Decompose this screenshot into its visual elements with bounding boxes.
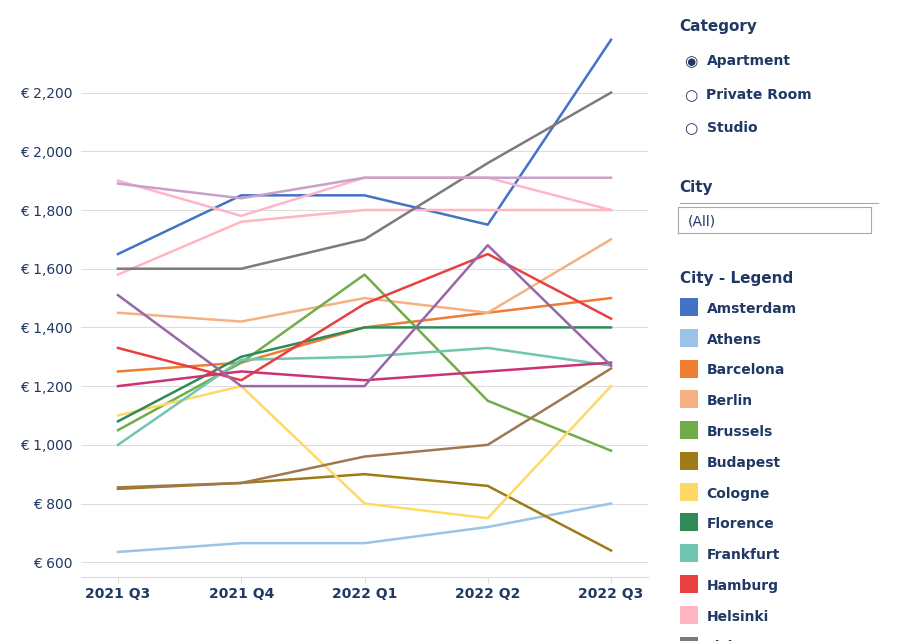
Text: Helsinki: Helsinki — [706, 610, 769, 624]
Text: City: City — [680, 180, 713, 195]
Text: ○: ○ — [684, 121, 698, 136]
Text: Frankfurt: Frankfurt — [706, 548, 780, 562]
Text: Private Room: Private Room — [706, 88, 812, 102]
Text: Cologne: Cologne — [706, 487, 770, 501]
Text: Studio: Studio — [706, 121, 757, 135]
Text: Florence: Florence — [706, 517, 774, 531]
Text: Berlin: Berlin — [706, 394, 752, 408]
Text: City - Legend: City - Legend — [680, 271, 793, 286]
Text: Brussels: Brussels — [706, 425, 773, 439]
Text: Hamburg: Hamburg — [706, 579, 778, 593]
Text: (All): (All) — [688, 214, 716, 228]
Text: Barcelona: Barcelona — [706, 363, 785, 378]
Text: Budapest: Budapest — [706, 456, 780, 470]
Text: Athens: Athens — [706, 333, 761, 347]
Text: Category: Category — [680, 19, 758, 34]
Text: Amsterdam: Amsterdam — [706, 302, 796, 316]
Text: Apartment: Apartment — [706, 54, 790, 69]
Text: ○: ○ — [684, 88, 698, 103]
Text: ◉: ◉ — [684, 54, 698, 69]
